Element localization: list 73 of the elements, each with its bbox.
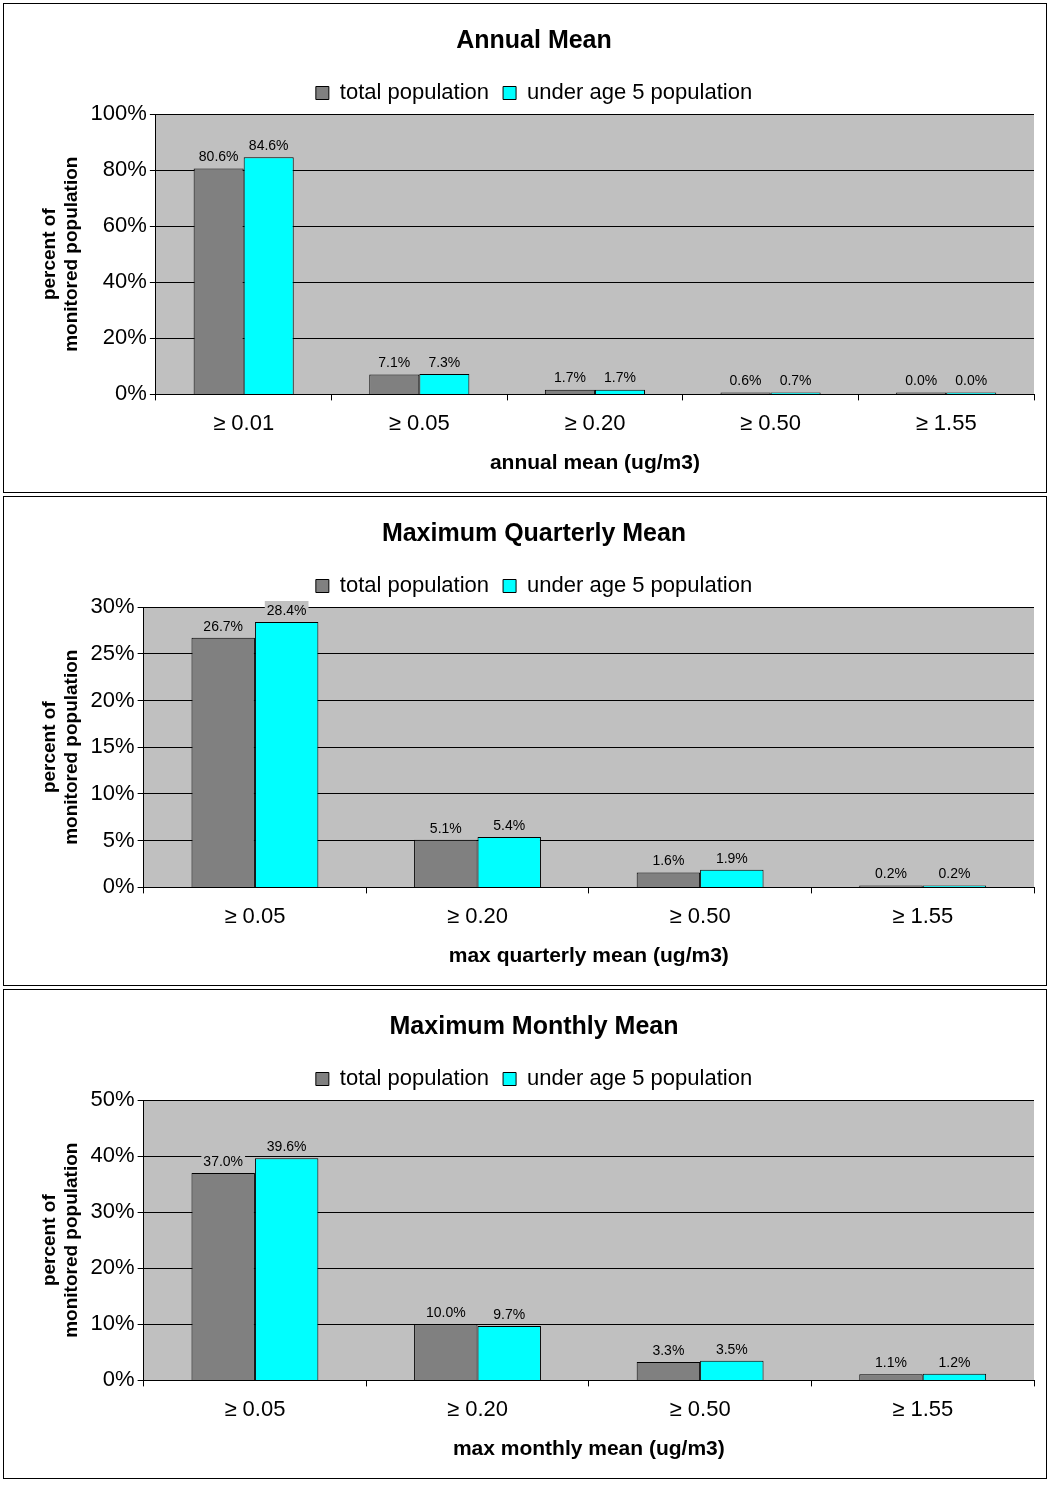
x-tick-label: ≥ 0.20 — [447, 902, 509, 928]
x-tick-label: ≥ 0.20 — [564, 409, 626, 435]
y-tick-label: 5% — [102, 826, 135, 852]
x-axis-title: max monthly mean (ug/m3) — [452, 1436, 725, 1460]
y-tick-label: 50% — [90, 1086, 135, 1112]
y-tick-label: 100% — [90, 100, 147, 126]
y-tick-label: 60% — [102, 212, 147, 238]
chart-title: Maximum Monthly Mean — [389, 1010, 679, 1039]
x-axis-title: annual mean (ug/m3) — [489, 450, 700, 474]
data-label: 7.3% — [428, 353, 461, 370]
legend-label: under age 5 population — [527, 1065, 753, 1091]
data-label: 1.1% — [875, 1354, 907, 1371]
x-tick-label: ≥ 0.05 — [224, 1395, 286, 1421]
y-axis-title: percent of monitored population — [37, 1142, 82, 1338]
data-label: 39.6% — [266, 1138, 307, 1155]
data-label: 3.3% — [652, 1341, 685, 1358]
y-tick-label: 10% — [90, 780, 135, 805]
data-label: 1.9% — [715, 849, 748, 866]
y-tick-label: 15% — [90, 733, 135, 759]
legend-label: under age 5 population — [527, 572, 753, 598]
data-label: 0.7% — [779, 372, 812, 389]
data-label: 0.0% — [905, 372, 938, 389]
x-axis-title: max quarterly mean (ug/m3) — [448, 943, 729, 967]
x-tick-label: ≥ 1.55 — [892, 1395, 954, 1421]
y-tick-label: 40% — [90, 1142, 135, 1168]
data-label: 7.1% — [378, 354, 411, 371]
data-label: 0.0% — [955, 372, 988, 389]
x-tick-label: ≥ 1.55 — [892, 902, 954, 928]
y-tick-label: 40% — [102, 268, 147, 294]
y-tick-label: 20% — [102, 324, 147, 350]
y-tick-label: 0% — [102, 1366, 135, 1392]
chart-title: Annual Mean — [456, 24, 612, 53]
data-label: 0.2% — [875, 865, 907, 882]
data-label: 0.2% — [938, 865, 971, 882]
data-label: 1.2% — [938, 1353, 971, 1370]
data-label: 37.0% — [203, 1152, 244, 1169]
y-tick-label: 25% — [90, 639, 135, 665]
data-label: 84.6% — [248, 137, 289, 154]
legend-label: total population — [339, 79, 490, 105]
y-tick-label: 20% — [90, 1254, 135, 1280]
x-tick-label: ≥ 0.50 — [669, 1395, 731, 1421]
y-axis-title: percent of monitored population — [37, 649, 82, 845]
y-tick-label: 20% — [90, 686, 135, 712]
x-tick-label: ≥ 0.50 — [669, 902, 731, 928]
x-tick-label: ≥ 0.20 — [447, 1395, 509, 1421]
data-label: 1.6% — [652, 852, 685, 869]
legend-label: total population — [339, 1065, 490, 1091]
y-axis-title: percent of monitored population — [37, 156, 82, 352]
data-label: 10.0% — [425, 1304, 466, 1321]
data-label: 1.7% — [553, 369, 586, 386]
y-tick-label: 30% — [90, 1198, 135, 1224]
data-label: 3.5% — [715, 1340, 748, 1357]
data-label: 28.4% — [266, 601, 307, 618]
legend-label: total population — [339, 572, 490, 598]
y-tick-label: 80% — [102, 156, 147, 182]
y-tick-label: 0% — [102, 873, 135, 899]
y-tick-label: 0% — [115, 380, 147, 406]
x-tick-label: ≥ 0.05 — [388, 409, 450, 435]
x-tick-label: ≥ 0.05 — [224, 902, 286, 928]
data-label: 5.4% — [493, 816, 526, 833]
data-label: 9.7% — [493, 1305, 526, 1322]
data-label: 1.7% — [604, 369, 636, 386]
data-label: 26.7% — [203, 617, 244, 634]
chart-title: Maximum Quarterly Mean — [381, 517, 687, 546]
y-tick-label: 30% — [90, 593, 135, 619]
data-label: 5.1% — [429, 819, 462, 836]
data-label: 0.6% — [729, 372, 762, 389]
x-tick-label: ≥ 0.01 — [213, 409, 275, 435]
x-tick-label: ≥ 1.55 — [915, 409, 977, 435]
x-tick-label: ≥ 0.50 — [740, 409, 802, 435]
data-label: 80.6% — [198, 148, 239, 165]
y-tick-label: 10% — [90, 1310, 135, 1336]
legend-label: under age 5 population — [527, 79, 753, 105]
